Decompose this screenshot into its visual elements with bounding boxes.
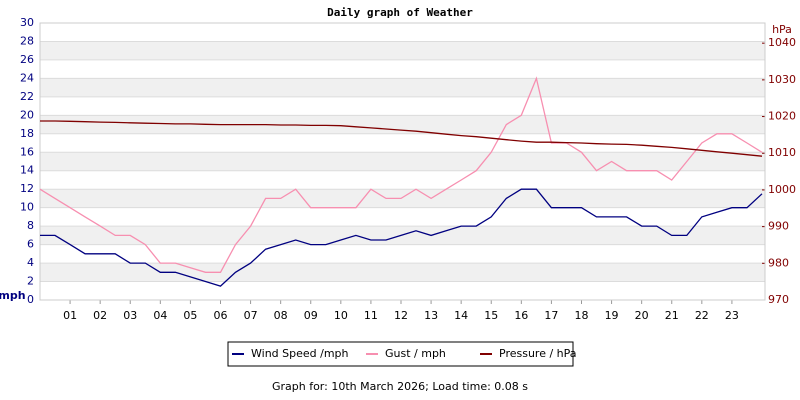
x-tick-label: 10 — [334, 309, 348, 322]
x-tick-label: 19 — [605, 309, 619, 322]
chart-title: Daily graph of Weather — [327, 6, 473, 19]
x-tick-label: 08 — [274, 309, 288, 322]
grid-band — [40, 189, 765, 208]
y2-tick-label: 1030 — [768, 73, 796, 86]
y-tick-label: 14 — [20, 164, 34, 177]
legend-label: Wind Speed /mph — [251, 347, 349, 360]
x-tick-label: 21 — [665, 309, 679, 322]
x-tick-label: 13 — [424, 309, 438, 322]
y2-tick-label: 1000 — [768, 183, 796, 196]
y-tick-label: 24 — [20, 71, 34, 84]
grid-band — [40, 152, 765, 171]
y-tick-label: 10 — [20, 201, 34, 214]
y2-tick-label: 1010 — [768, 146, 796, 159]
grid-band — [40, 41, 765, 60]
x-tick-label: 20 — [635, 309, 649, 322]
series-line — [39, 76, 763, 273]
y-tick-label: 16 — [20, 145, 34, 158]
y-tick-label: 18 — [20, 127, 34, 140]
y-tick-label: 20 — [20, 108, 34, 121]
y-tick-label: 8 — [27, 219, 34, 232]
x-tick-label: 15 — [484, 309, 498, 322]
x-tick-label: 02 — [93, 309, 107, 322]
y-tick-label: 30 — [20, 16, 34, 29]
y-tick-label: 2 — [27, 275, 34, 288]
y-tick-label: 4 — [27, 256, 34, 269]
series-line — [40, 120, 763, 157]
x-tick-label: 09 — [304, 309, 318, 322]
x-tick-label: 11 — [364, 309, 378, 322]
legend-box — [227, 341, 574, 367]
legend-label: Pressure / hPa — [499, 347, 577, 360]
x-tick-label: 17 — [544, 309, 558, 322]
y-tick-label: 26 — [20, 53, 34, 66]
y-tick-label: 6 — [27, 238, 34, 251]
y2-tick-label: 970 — [768, 293, 789, 306]
x-tick-label: 03 — [123, 309, 137, 322]
y2-tick-label: 1020 — [768, 110, 796, 123]
y-tick-label: 28 — [20, 34, 34, 47]
series-line — [40, 188, 763, 287]
y2-tick-label: 1040 — [768, 36, 796, 49]
x-tick-label: 23 — [725, 309, 739, 322]
x-tick-label: 06 — [213, 309, 227, 322]
grid-band — [40, 78, 765, 97]
y2-tick-label: 990 — [768, 220, 789, 233]
grid-band — [40, 263, 765, 282]
x-tick-label: 22 — [695, 309, 709, 322]
x-tick-label: 05 — [183, 309, 197, 322]
legend-label: Gust / mph — [385, 347, 446, 360]
caption: Graph for: 10th March 2026; Load time: 0… — [272, 380, 528, 393]
x-tick-label: 07 — [244, 309, 258, 322]
x-tick-label: 14 — [454, 309, 468, 322]
x-tick-label: 01 — [63, 309, 77, 322]
y2-tick-label: 980 — [768, 256, 789, 269]
x-tick-label: 18 — [574, 309, 588, 322]
x-tick-label: 04 — [153, 309, 167, 322]
x-tick-label: 12 — [394, 309, 408, 322]
plot-frame — [39, 22, 766, 301]
x-tick-label: 16 — [514, 309, 528, 322]
y-tick-label: 12 — [20, 182, 34, 195]
y-axis-label: mph — [0, 289, 26, 302]
y-tick-label: 22 — [20, 90, 34, 103]
y-tick-label: 0 — [27, 293, 34, 306]
y2-axis-label: hPa — [772, 23, 792, 36]
grid-band — [40, 115, 765, 134]
